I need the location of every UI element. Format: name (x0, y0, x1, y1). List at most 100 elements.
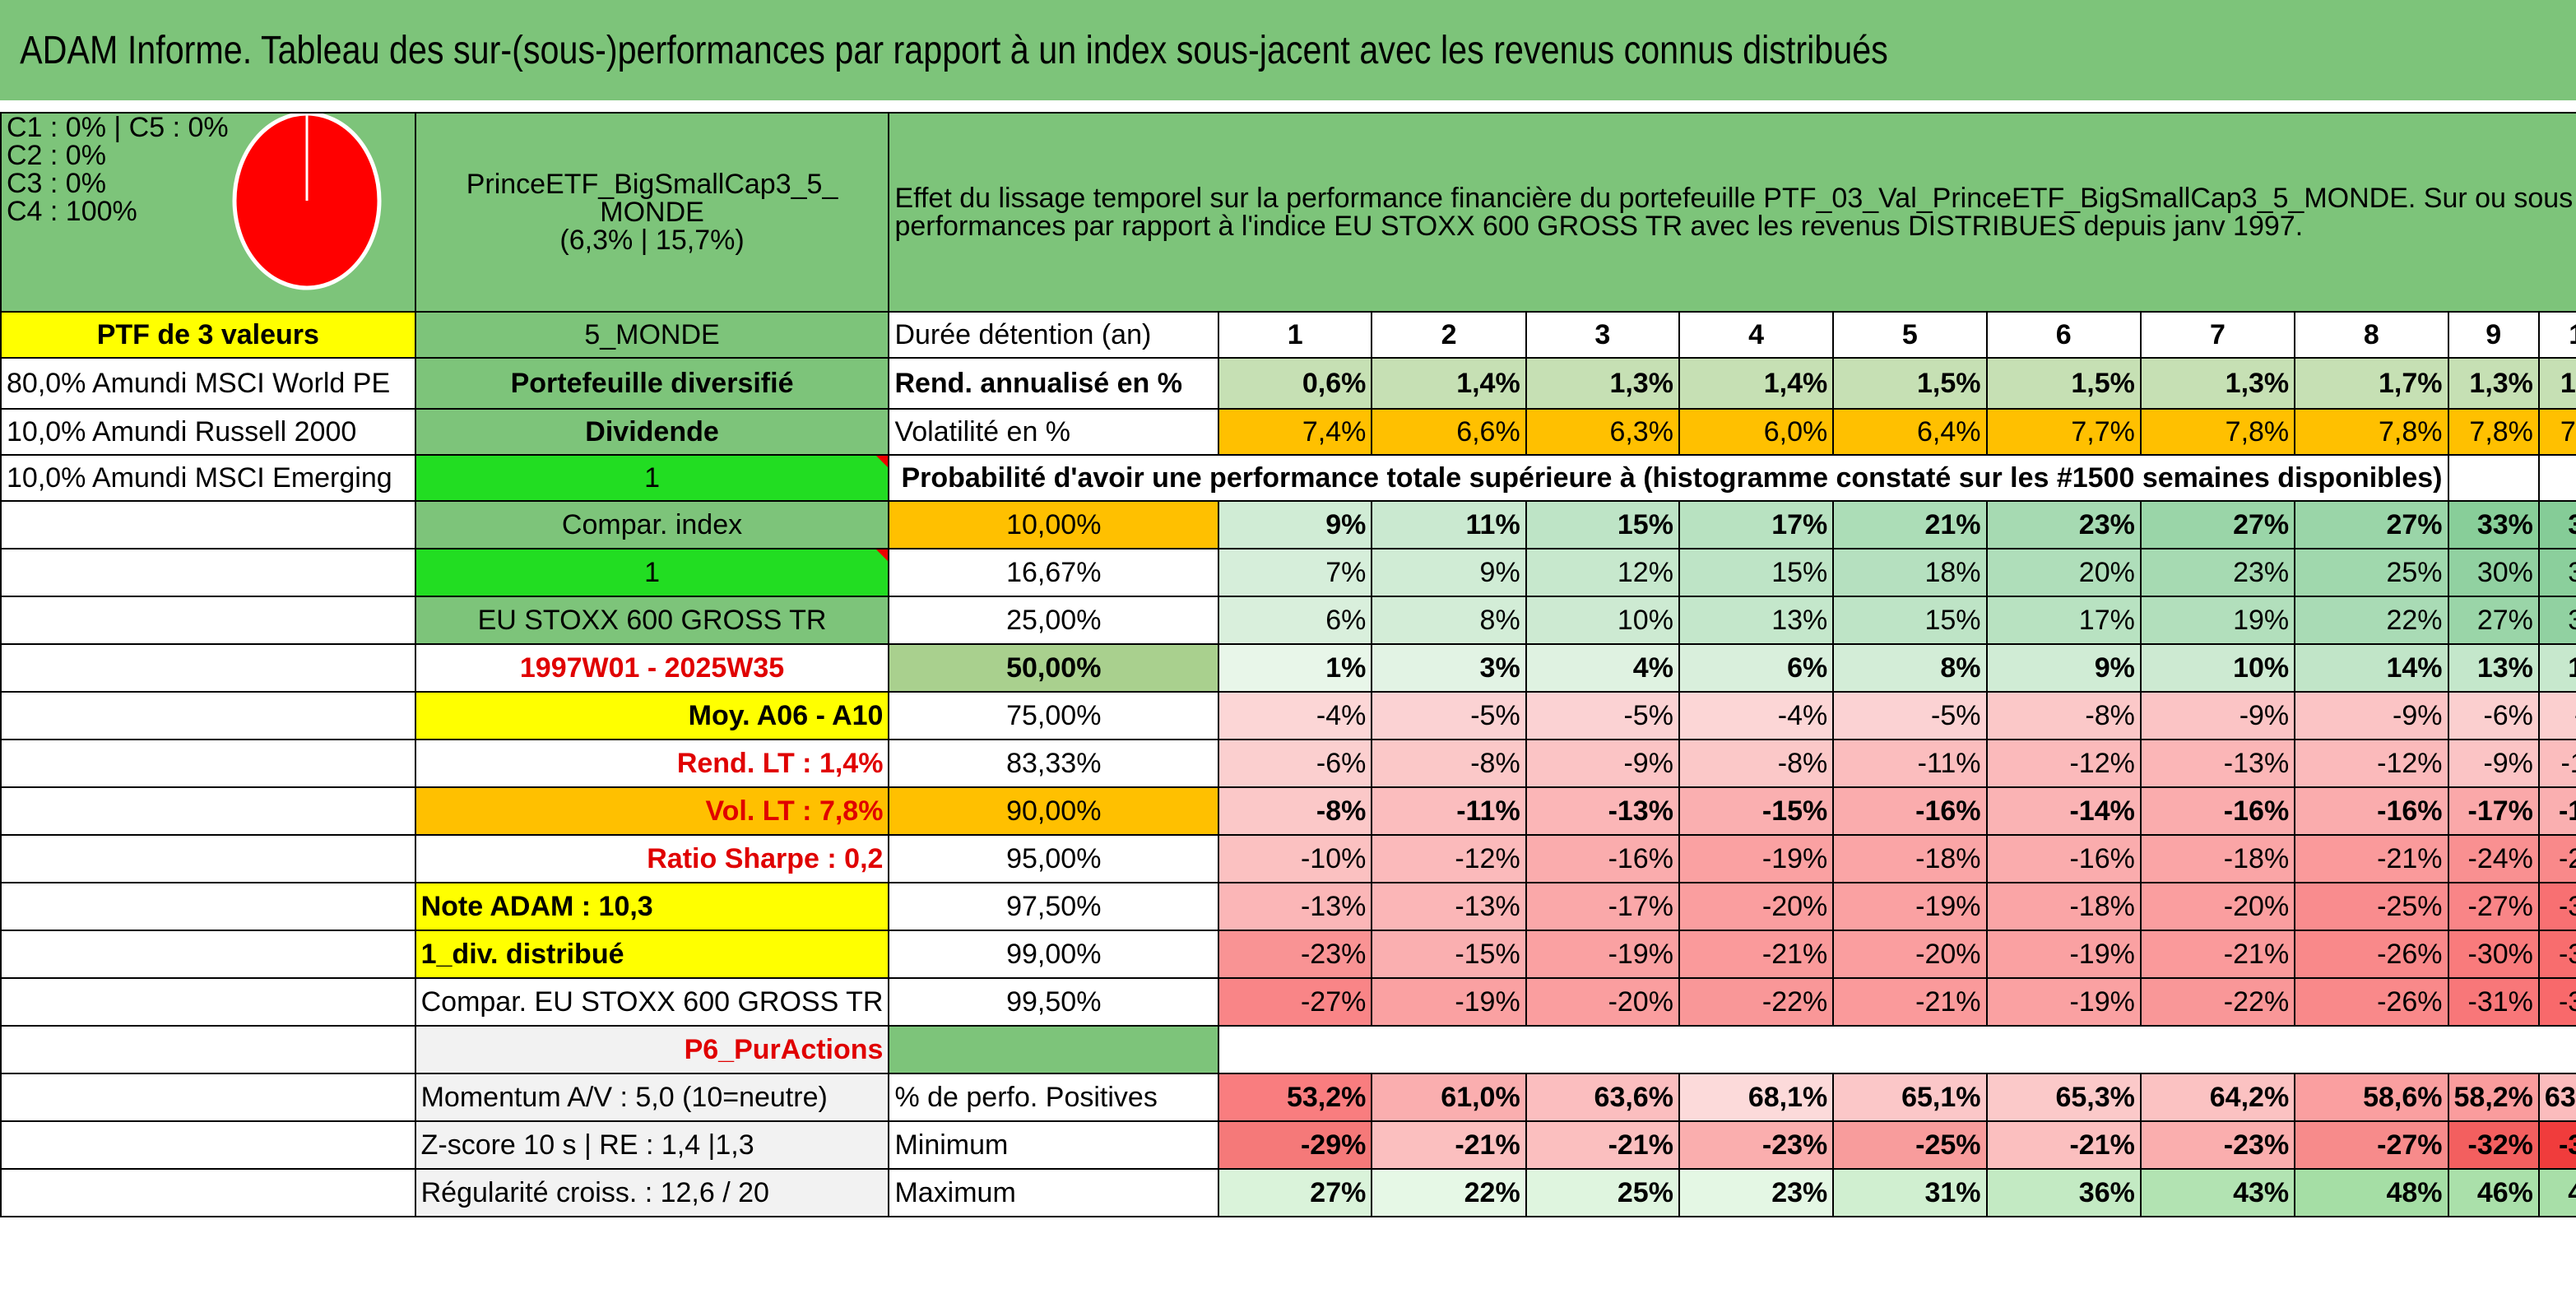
quantile-value: -18% (2139, 834, 2296, 883)
quantile-value: -11% (1832, 739, 1988, 788)
dividende-label: Dividende (414, 408, 890, 456)
pct-pos-value: 58,6% (2294, 1073, 2449, 1122)
quantile-value: -26% (2294, 977, 2449, 1027)
quantile-value: -20% (1678, 882, 1835, 931)
compar-label: Compar. index (414, 500, 890, 549)
rend-value: 1,4% (1678, 357, 1835, 410)
quantile-value: -15% (1371, 930, 1527, 979)
quantile-value: -16% (1525, 834, 1680, 883)
quantile-level: 75,00% (888, 691, 1220, 740)
quantile-value: -11% (2537, 739, 2576, 788)
empty-cell (2447, 454, 2540, 502)
empty-cell (0, 500, 416, 549)
quantile-value: 13% (1678, 596, 1835, 645)
empty-cell (888, 1025, 1220, 1074)
performance-table: C1 : 0% | C5 : 0% C2 : 0% C3 : 0% C4 : 1… (0, 112, 2576, 1217)
quantile-level: 16,67% (888, 548, 1220, 597)
minimum-row: Z-score 10 s | RE : 1,4 |1,3 Minimum -29% -… (0, 1120, 2576, 1170)
quantile-value: 25% (2294, 548, 2449, 597)
minimum-value: -21% (1985, 1120, 2142, 1170)
vol-value: 6,6% (1371, 408, 1527, 456)
portfolio-name-line1: PrinceETF_BigSmallCap3_5_ (466, 169, 838, 200)
dividende-value: 1 (414, 454, 890, 502)
pct-pos-value: 58,2% (2447, 1073, 2540, 1122)
quantile-value: -12% (2294, 739, 2449, 788)
quantile-value: 12% (2537, 643, 2576, 693)
empty-cell (0, 1025, 416, 1074)
year-header-7: 7 (2139, 311, 2296, 359)
quantile-value: 9% (1985, 643, 2142, 693)
minimum-value: -36% (2537, 1120, 2576, 1170)
quantile-value: -20% (1832, 930, 1988, 979)
compar-value: 1 (414, 548, 890, 597)
quantile-value: 11% (1371, 500, 1527, 549)
rend-row: 80,0% Amundi MSCI World PE Portefeuille d… (0, 357, 2576, 410)
quantile-level: 50,00% (888, 643, 1220, 693)
vol-row: 10,0% Amundi Russell 2000 Dividende Volati… (0, 408, 2576, 456)
quantile-value: -26% (2294, 930, 2449, 979)
quantile-value: -6% (1218, 739, 1373, 788)
minimum-value: -32% (2447, 1120, 2540, 1170)
empty-cell (0, 1120, 416, 1170)
quantile-value: -5% (1371, 691, 1527, 740)
empty-cell (0, 691, 416, 740)
quantile-value: -17% (1525, 882, 1680, 931)
pie-slice-c4 (232, 114, 382, 290)
quantile-value: -8% (1985, 691, 2142, 740)
quantile-value: 14% (2294, 643, 2449, 693)
quantile-value: -19% (1985, 977, 2142, 1027)
quantile-value: -9% (2294, 691, 2449, 740)
quantile-value: -20% (1525, 977, 1680, 1027)
quantile-value: -16% (2294, 786, 2449, 836)
rend-value: 1,3% (2447, 357, 2540, 410)
minimum-label: Minimum (888, 1120, 1220, 1170)
quantile-row: Moy. A06 - A10 75,00% -4% -5% -5% -4% -5% -8% -9… (0, 691, 2576, 740)
quantile-value: -15% (1678, 786, 1835, 836)
quantile-value: -8% (1218, 786, 1373, 836)
quantile-row: Compar. EU STOXX 600 GROSS TR 99,50% -27% -… (0, 977, 2576, 1027)
quantile-value: -34% (2537, 930, 2576, 979)
quantile-value: -5% (1525, 691, 1680, 740)
mix-cell: C1 : 0% | C5 : 0% C2 : 0% C3 : 0% C4 : 1… (0, 112, 416, 313)
quantile-value: 30% (2537, 596, 2576, 645)
portfolio-name-cell: PrinceETF_BigSmallCap3_5_ MONDE (6,3% | … (414, 112, 890, 313)
vol-value: 6,3% (1525, 408, 1680, 456)
proba-label: Probabilité d'avoir une performance tota… (888, 454, 2449, 502)
year-header-3: 3 (1525, 311, 1680, 359)
quantile-value: -6% (2537, 691, 2576, 740)
year-header-8: 8 (2294, 311, 2449, 359)
rend-value: 1,4% (1371, 357, 1527, 410)
quantile-value: 10% (2139, 643, 2296, 693)
title-separator (0, 100, 2576, 112)
empty-cell (0, 596, 416, 645)
quantile-value: -9% (2139, 691, 2296, 740)
quantile-value: -13% (1525, 786, 1680, 836)
rend-value: 0,6% (1218, 357, 1373, 410)
quantile-value: 20% (1985, 548, 2142, 597)
quantile-value: -25% (2294, 882, 2449, 931)
duree-label: Durée détention (an) (888, 311, 1220, 359)
quantile-value: -31% (2447, 977, 2540, 1027)
quantile-value: -16% (2139, 786, 2296, 836)
quantile-value: -22% (1678, 977, 1835, 1027)
quantile-row: Note ADAM : 10,3 97,50% -13% -13% -17% -20% -1… (0, 882, 2576, 931)
momentum: Momentum A/V : 5,0 (10=neutre) (414, 1073, 890, 1122)
quantile-level: 25,00% (888, 596, 1220, 645)
vol-value: 7,9% (2537, 408, 2576, 456)
quantile-value: 19% (2139, 596, 2296, 645)
proba-row: 10,0% Amundi MSCI Emerging 1 Probabilité d… (0, 454, 2576, 502)
quantile-value: -8% (1678, 739, 1835, 788)
mix-line: C1 : 0% | C5 : 0% (7, 113, 229, 143)
empty-cell (0, 1168, 416, 1217)
quantile-value: 17% (1985, 596, 2142, 645)
empty-cell (0, 739, 416, 788)
year-header-2: 2 (1371, 311, 1527, 359)
title-bar: ADAM Informe. Tableau des sur-(sous-)per… (0, 0, 2576, 100)
vol-value: 6,4% (1832, 408, 1988, 456)
maximum-value: 36% (1985, 1168, 2142, 1217)
quantile-value: 7% (1218, 548, 1373, 597)
quantile-value: -12% (1371, 834, 1527, 883)
quantile-value: -19% (1371, 977, 1527, 1027)
year-header-6: 6 (1985, 311, 2142, 359)
quantile-row: EU STOXX 600 GROSS TR 25,00% 6% 8% 10% 13% 15%… (0, 596, 2576, 645)
